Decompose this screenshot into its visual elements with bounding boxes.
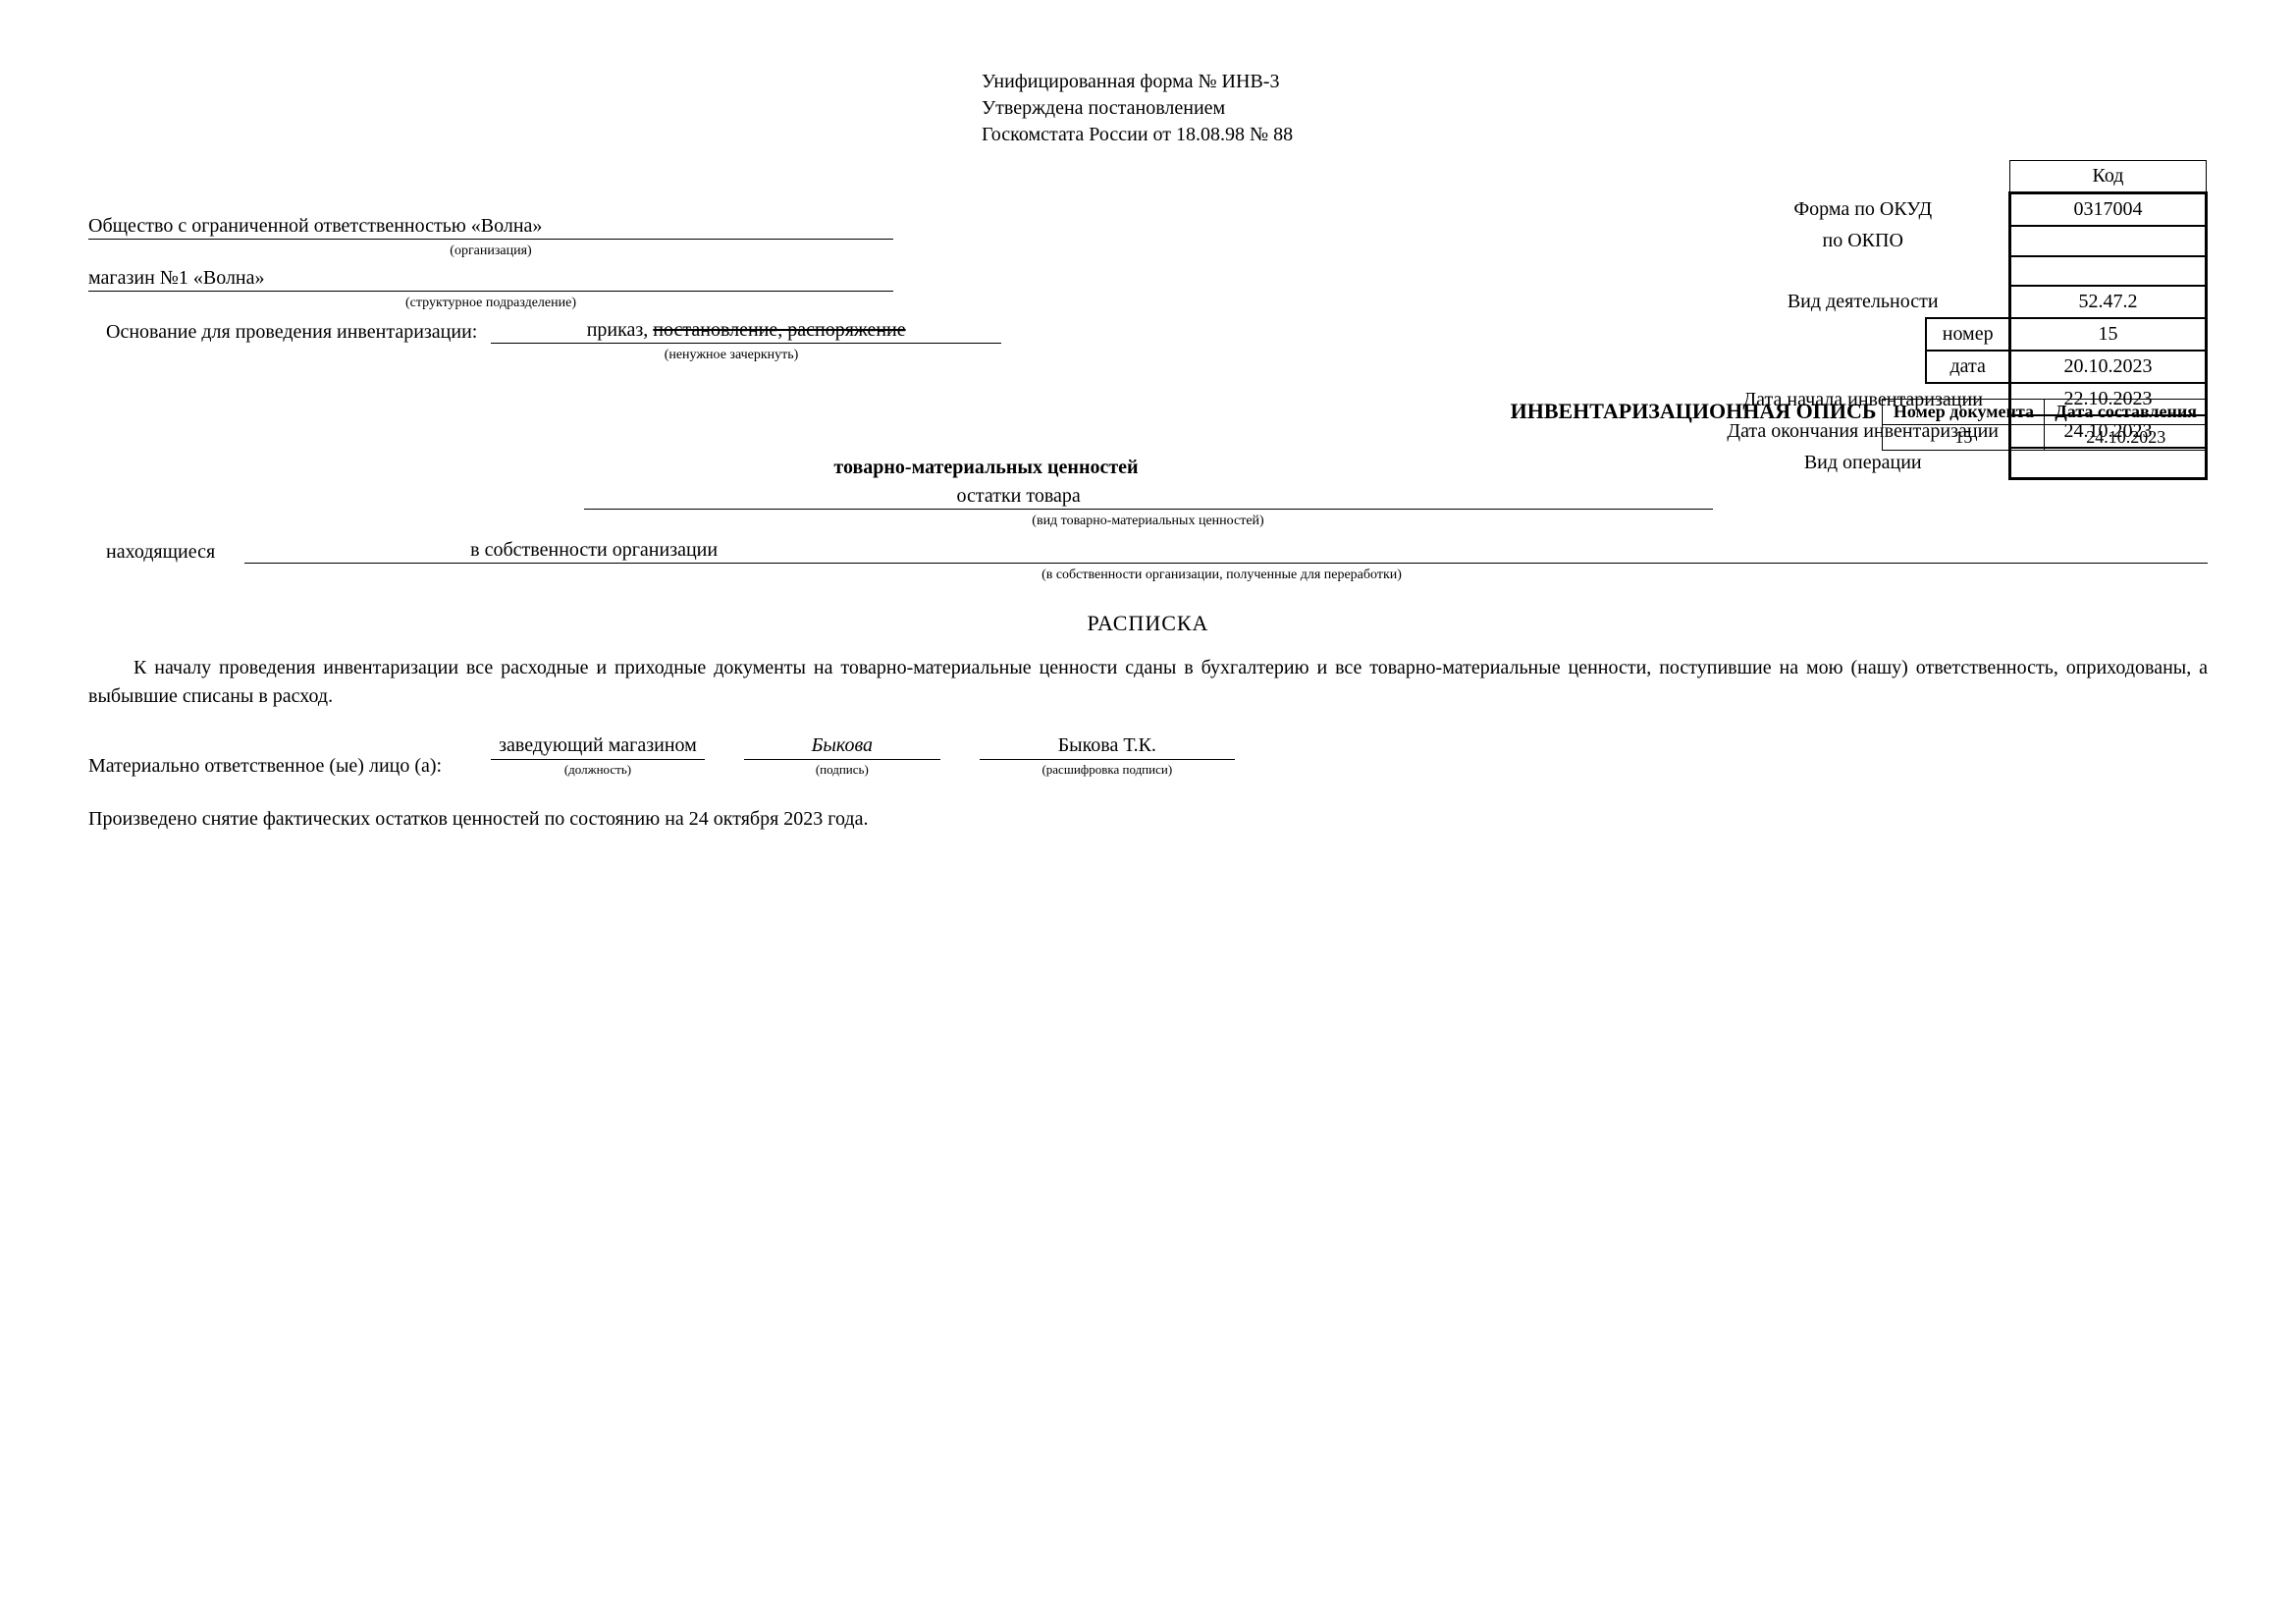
okud-label: Форма по ОКУД bbox=[1717, 193, 2009, 227]
kind-caption: (вид товарно-материальных ценностей) bbox=[88, 514, 2208, 529]
basis-caption: (ненужное зачеркнуть) bbox=[88, 348, 1001, 363]
doc-subtitle: товарно-материальных ценностей bbox=[88, 457, 1884, 479]
organization-block: Общество с ограниченной ответственностью… bbox=[88, 160, 991, 363]
located-label: находящиеся bbox=[88, 541, 244, 564]
sign-signature-caption: (подпись) bbox=[816, 762, 869, 778]
org-caption: (организация) bbox=[88, 244, 893, 259]
receipt-text: К началу проведения инвентаризации все р… bbox=[88, 654, 2208, 711]
date-label: дата bbox=[1926, 351, 2009, 383]
signature-row: Материально ответственное (ые) лицо (а):… bbox=[88, 734, 2208, 778]
form-line-1: Унифицированная форма № ИНВ-3 bbox=[982, 69, 2208, 95]
footer-text: Произведено снятие фактических остатков … bbox=[88, 805, 2208, 834]
doc-title: ИНВЕНТАРИЗАЦИОННАЯ ОПИСЬ bbox=[88, 399, 1876, 424]
end-date-value: 24.10.2023 bbox=[2010, 415, 2207, 448]
activity-value: 52.47.2 bbox=[2010, 286, 2207, 318]
codes-table: Код Форма по ОКУД 0317004 по ОКПО Вид де… bbox=[1717, 160, 2208, 480]
ownership-value: в собственности организации bbox=[244, 539, 2208, 564]
org-name: Общество с ограниченной ответственностью… bbox=[88, 215, 893, 240]
top-section: Код Форма по ОКУД 0317004 по ОКПО Вид де… bbox=[88, 160, 2208, 363]
operation-label: Вид операции bbox=[1717, 448, 2009, 478]
unit-caption: (структурное подразделение) bbox=[88, 296, 893, 311]
end-date-label: Дата окончания инвентаризации bbox=[1717, 415, 2009, 448]
start-date-value: 22.10.2023 bbox=[2010, 383, 2207, 415]
okpo-label: по ОКПО bbox=[1717, 226, 2009, 256]
code-header: Код bbox=[2010, 161, 2207, 193]
number-value: 15 bbox=[2010, 318, 2207, 351]
form-approval-header: Унифицированная форма № ИНВ-3 Утверждена… bbox=[982, 69, 2208, 148]
number-label: номер bbox=[1926, 318, 2009, 351]
kind-value: остатки товара bbox=[584, 485, 1713, 510]
okud-value: 0317004 bbox=[2010, 193, 2207, 227]
activity-label: Вид деятельности bbox=[1717, 286, 2009, 318]
blank-cell-1 bbox=[2010, 256, 2207, 286]
ownership-caption: (в собственности организации, полученные… bbox=[88, 568, 2208, 583]
operation-value bbox=[2010, 448, 2207, 478]
sign-name-caption: (расшифровка подписи) bbox=[1041, 762, 1172, 778]
start-date-label: Дата начала инвентаризации bbox=[1717, 383, 2009, 415]
sign-name: Быкова Т.К. bbox=[980, 734, 1235, 760]
unit-name: магазин №1 «Волна» bbox=[88, 267, 893, 292]
basis-value-keep: приказ, bbox=[587, 319, 649, 341]
okpo-value bbox=[2010, 226, 2207, 256]
basis-value-strike: постановление, распоряжение bbox=[653, 319, 905, 341]
form-line-3: Госкомстата России от 18.08.98 № 88 bbox=[982, 122, 2208, 148]
sign-signature: Быкова bbox=[744, 734, 940, 760]
basis-label: Основание для проведения инвентаризации: bbox=[88, 321, 491, 344]
date-value: 20.10.2023 bbox=[2010, 351, 2207, 383]
sign-position: заведующий магазином bbox=[491, 734, 705, 760]
receipt-title: РАСПИСКА bbox=[88, 611, 2208, 636]
form-line-2: Утверждена постановлением bbox=[982, 95, 2208, 122]
sign-label: Материально ответственное (ые) лицо (а): bbox=[88, 755, 452, 778]
sign-position-caption: (должность) bbox=[564, 762, 631, 778]
